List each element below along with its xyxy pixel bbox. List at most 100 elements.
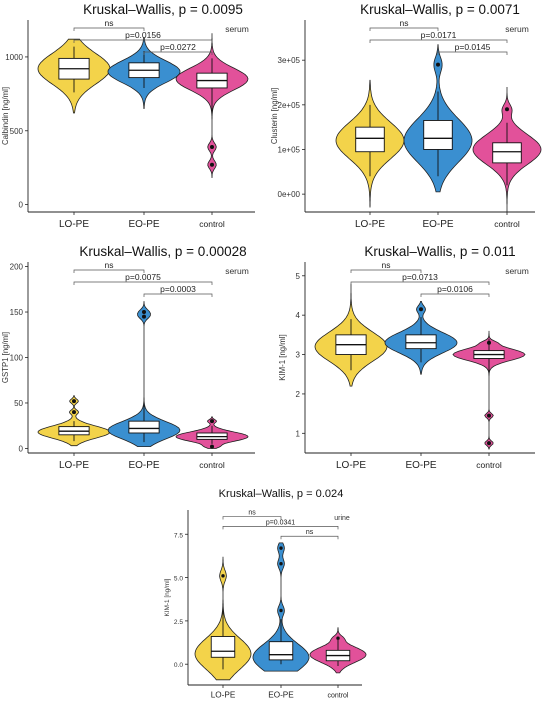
y-tick-label: 150 (10, 308, 24, 317)
significance-bracket: p=0.0272 (143, 42, 213, 55)
y-tick-label: 2.5 (174, 619, 183, 626)
outlier-point (487, 340, 491, 345)
y-tick-label: 7.5 (174, 532, 183, 539)
bracket-line (280, 535, 339, 540)
y-tick-label: 4 (296, 311, 301, 320)
sample-label: serum (505, 266, 529, 276)
bracket-line (420, 293, 490, 297)
y-tick-label: 0 (19, 444, 24, 453)
significance-bracket: p=0.0713 (350, 272, 490, 285)
violin-control (452, 330, 526, 450)
y-tick-label: 0.0 (174, 662, 183, 669)
y-axis-label: GSTP1 [ng/ml] (1, 332, 10, 383)
violin-lo-pe (335, 79, 405, 208)
violin-eo-pe (403, 44, 473, 193)
chart-title: Kruskal–Wallis, p = 0.024 (219, 488, 344, 500)
x-tick-label: EO-PE (422, 219, 453, 230)
y-tick-label: 50 (14, 399, 23, 408)
y-tick-label: 0 (19, 201, 24, 210)
box-iqr (423, 120, 453, 150)
bracket-label: ns (105, 18, 114, 28)
y-tick-label: 3 (296, 351, 301, 360)
outlier-point (142, 310, 146, 315)
x-tick-label: LO-PE (336, 460, 366, 471)
bracket-label: p=0.0713 (402, 272, 438, 282)
y-tick-label: 100 (10, 354, 24, 363)
significance-bracket: p=0.0156 (73, 30, 213, 43)
outlier-point (221, 574, 225, 578)
bracket-line (350, 281, 490, 285)
violin-eo-pe (252, 542, 310, 672)
significance-bracket: ns (222, 510, 282, 520)
bracket-label: p=0.0341 (266, 519, 295, 526)
significance-bracket: p=0.0106 (420, 284, 490, 297)
y-tick-label: 0e+00 (278, 190, 301, 199)
bracket-label: ns (306, 529, 314, 536)
violin-shape (252, 542, 310, 672)
y-tick-label: 2 (296, 390, 301, 399)
outlier-point (72, 399, 76, 404)
outlier-point (436, 62, 440, 67)
y-tick-label: 200 (10, 263, 24, 272)
significance-bracket: p=0.0171 (369, 30, 508, 43)
x-tick-label: LO-PE (59, 219, 89, 230)
x-tick-label: EO-PE (268, 690, 294, 699)
x-tick-label: EO-PE (128, 460, 159, 471)
bracket-label: p=0.0272 (160, 42, 196, 52)
significance-bracket: ns (350, 260, 422, 273)
x-tick-label: control (494, 219, 520, 229)
outlier-point (419, 307, 423, 312)
violin-control (175, 416, 249, 449)
bracket-line (369, 27, 439, 31)
outlier-point (72, 410, 76, 415)
outlier-point (279, 546, 283, 550)
outlier-point (279, 562, 283, 566)
x-tick-label: control (199, 460, 225, 470)
y-axis-label: KIM-1 [ng/ml] (164, 578, 171, 616)
chart-title: Kruskal–Wallis, p = 0.011 (364, 244, 515, 259)
y-axis-label: KIM-1 [ng/ml] (278, 334, 287, 380)
significance-bracket: p=0.0003 (143, 284, 213, 297)
x-tick-label: control (199, 219, 225, 229)
outlier-point (142, 314, 146, 319)
chart-title: Kruskal–Wallis, p = 0.0071 (360, 2, 520, 17)
bracket-line (437, 51, 508, 55)
violin-lo-pe (37, 395, 111, 447)
box-iqr (210, 636, 236, 658)
bracket-line (143, 51, 213, 55)
significance-bracket: ns (280, 529, 339, 540)
chart-title: Kruskal–Wallis, p = 0.0095 (83, 2, 243, 17)
significance-bracket: p=0.0341 (222, 519, 339, 530)
sample-label: serum (225, 266, 249, 276)
x-tick-label: LO-PE (59, 460, 89, 471)
significance-bracket: p=0.0075 (73, 272, 213, 285)
x-tick-label: EO-PE (128, 219, 159, 230)
box-iqr (128, 420, 160, 434)
outlier-point (487, 413, 491, 418)
violin-control (309, 627, 367, 674)
x-tick-label: EO-PE (405, 460, 436, 471)
violin-shape (37, 395, 111, 447)
bracket-label: ns (382, 260, 391, 270)
outlier-point (336, 636, 340, 640)
violin-lo-pe (194, 556, 252, 681)
chart-panel-4: Kruskal–Wallis, p = 0.011 1 2 3 4 5 KIM-1 [ng/… (278, 244, 535, 471)
bracket-line (73, 269, 145, 273)
x-tick-label: control (476, 460, 502, 470)
bracket-label: ns (400, 18, 409, 28)
chart-panel-2: Kruskal–Wallis, p = 0.0071 0e+00 1e+05 2e+0… (270, 2, 542, 230)
significance-bracket: ns (369, 18, 439, 31)
box-iqr (355, 126, 385, 153)
sample-label: serum (225, 24, 249, 34)
bracket-line (73, 281, 213, 285)
bracket-label: p=0.0003 (160, 284, 196, 294)
outlier-point (210, 419, 214, 424)
bracket-line (369, 39, 508, 43)
violin-eo-pe (107, 301, 181, 447)
outlier-point (487, 441, 491, 446)
box-iqr (268, 641, 294, 661)
significance-bracket: ns (73, 260, 145, 273)
violin-eo-pe (107, 37, 181, 109)
bracket-label: p=0.0075 (125, 272, 161, 282)
